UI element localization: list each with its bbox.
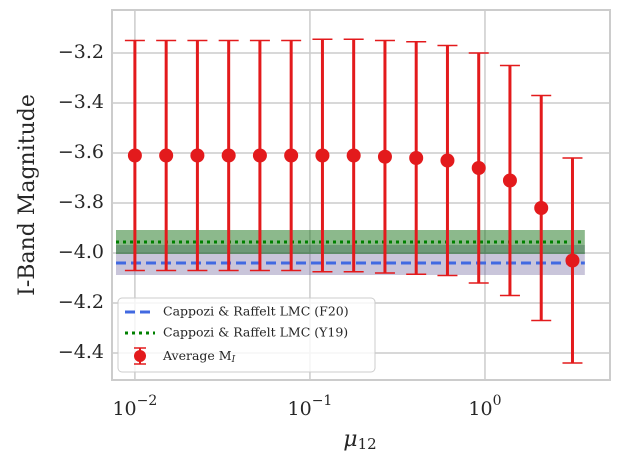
x-tick-label: 10−1 <box>288 393 333 420</box>
error-bar <box>531 94 552 322</box>
error-bar <box>374 39 395 274</box>
point <box>159 148 174 163</box>
error-bar <box>406 41 427 275</box>
point <box>440 153 455 168</box>
point <box>377 149 392 164</box>
error-bar <box>343 38 364 273</box>
plot-frame <box>111 9 611 381</box>
point <box>315 148 330 163</box>
x-tick-exponent: −2 <box>137 393 158 409</box>
x-tick-base: 10 <box>112 398 136 420</box>
y-tick-label: −3.2 <box>58 41 104 63</box>
point <box>409 151 424 165</box>
error-bar <box>312 38 333 273</box>
point <box>471 161 486 175</box>
x-axis-label-main: μ <box>343 427 357 452</box>
legend: Cappozi & Raffelt LMC (F20) Cappozi & Raf… <box>117 297 376 373</box>
y-tick-label: −4.2 <box>58 291 104 313</box>
x-axis-label-subscript: 12 <box>358 435 377 453</box>
error-bar <box>218 39 239 272</box>
x-tick-label: 100 <box>468 393 501 420</box>
legend-swatch <box>134 350 146 362</box>
x-tick-base: 10 <box>468 398 492 420</box>
point <box>565 253 580 268</box>
y-tick-label: −4.4 <box>58 341 104 363</box>
point <box>284 148 299 163</box>
legend-label-main: Average M <box>162 348 232 363</box>
legend-label: Cappozi & Raffelt LMC (Y19) <box>163 325 348 340</box>
y-tick-label: −3.4 <box>58 91 104 113</box>
legend-label: Average MI <box>162 348 236 365</box>
error-bar <box>468 52 489 284</box>
y-tick-label: −3.6 <box>58 141 104 163</box>
y-axis-label: I-Band Magnitude <box>15 94 40 296</box>
error-bar <box>124 39 145 272</box>
point <box>346 148 361 163</box>
point <box>534 201 549 215</box>
error-bar <box>499 64 520 297</box>
error-bar <box>187 39 208 272</box>
point <box>252 148 267 163</box>
y-tick-label: −3.8 <box>58 191 104 213</box>
x-tick-exponent: −1 <box>312 393 333 409</box>
point <box>502 173 517 188</box>
error-bar <box>156 39 177 272</box>
point <box>127 148 142 163</box>
y-tick-label: −4.0 <box>58 241 104 263</box>
legend-label-subscript: I <box>231 355 236 365</box>
point <box>221 148 236 163</box>
x-axis-label: μ12 <box>343 427 376 453</box>
legend-box <box>117 297 376 373</box>
error-bar <box>437 44 458 277</box>
x-tick-base: 10 <box>288 398 312 420</box>
point <box>190 148 205 163</box>
legend-label: Cappozi & Raffelt LMC (F20) <box>163 304 349 319</box>
error-bar <box>281 39 302 272</box>
x-tick-label: 10−2 <box>112 393 157 420</box>
error-bar <box>562 157 583 364</box>
error-bar <box>249 39 270 272</box>
x-tick-exponent: 0 <box>493 393 502 409</box>
